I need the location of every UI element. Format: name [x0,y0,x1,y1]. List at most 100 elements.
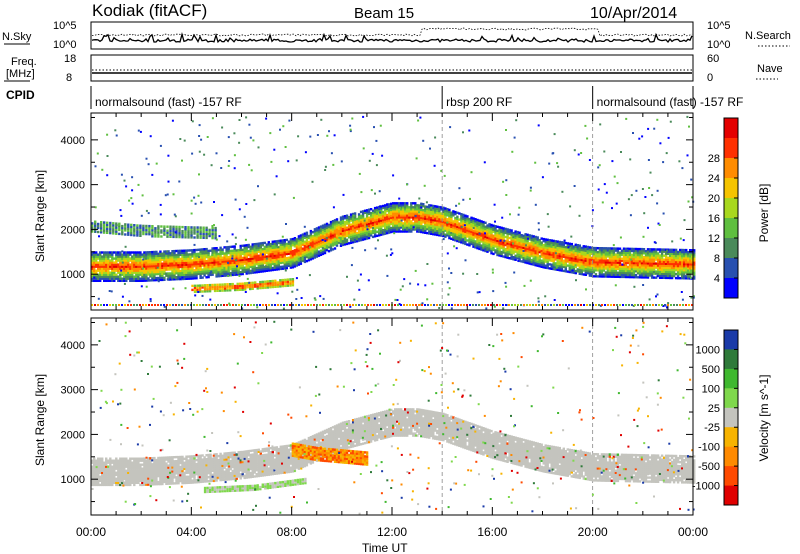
heatmap-cell [436,205,439,208]
heatmap-cell [197,272,200,276]
heatmap-cell [323,225,327,228]
heatmap-cell [255,256,258,260]
heatmap-cell [131,257,134,260]
heatmap-cell [309,258,313,261]
heatmap-cell [428,214,431,217]
heatmap-cell [496,253,499,257]
heatmap-cell [127,255,130,258]
heatmap-cell [436,221,439,224]
heatmap-cell [145,279,148,282]
heatmap-cell [345,234,349,237]
heatmap-cell [175,272,178,275]
heatmap-cell [386,219,389,223]
heatmap-cell [329,243,333,246]
heatmap-cell [386,213,389,217]
heatmap-cell [231,257,234,260]
heatmap-cell [216,283,219,286]
heatmap-cell [113,271,116,274]
heatmap-cell [199,252,202,255]
heatmap-cell [390,228,393,232]
heatmap-cell [323,223,327,226]
heatmap-cell [147,263,150,266]
heatmap-cell [183,259,186,262]
heatmap-cell [133,251,136,254]
heatmap-cell [174,276,177,279]
heatmap-cell [422,231,425,234]
heatmap-cell [404,214,407,217]
heatmap-cell [173,266,176,269]
heatmap-cell [328,130,330,133]
heatmap-cell [398,204,401,207]
heatmap-cell [396,226,399,229]
heatmap-cell [93,267,96,270]
heatmap-cell [350,264,353,267]
heatmap-cell [127,263,130,266]
heatmap-cell [404,208,407,211]
heatmap-cell [163,254,166,257]
heatmap-cell [502,247,505,250]
heatmap-cell [175,278,178,281]
heatmap-cell [157,260,160,264]
heatmap-cell [143,271,146,274]
heatmap-cell [153,252,156,256]
heatmap-cell [438,230,441,233]
heatmap-cell [361,218,365,221]
heatmap-cell [190,212,193,215]
heatmap-cell [253,255,256,258]
heatmap-cell [219,254,222,258]
heatmap-cell [227,260,230,263]
heatmap-cell [380,217,383,220]
heatmap-cell [420,204,423,207]
heatmap-cell [486,224,489,227]
heatmap-cell [347,242,351,245]
heatmap-cell [404,222,407,225]
heatmap-cell [392,222,395,225]
heatmap-cell [114,129,117,132]
heatmap-cell [428,226,431,229]
heatmap-cell [211,251,214,254]
heatmap-cell [514,244,517,247]
heatmap-cell [207,249,210,253]
heatmap-cell [357,235,361,238]
heatmap-cell [254,281,257,284]
heatmap-cell [488,243,491,246]
heatmap-cell [191,275,194,278]
heatmap-cell [363,235,367,239]
heatmap-cell [516,253,519,256]
heatmap-cell [215,269,218,272]
heatmap-cell [319,235,323,238]
heatmap-cell [586,268,589,271]
heatmap-cell [655,295,657,298]
heatmap-cell [482,224,485,228]
heatmap-cell [171,250,174,253]
heatmap-cell [516,239,519,242]
heatmap-cell [241,268,244,272]
heatmap-cell [165,268,168,271]
heatmap-cell [494,241,497,244]
heatmap-cell [311,251,315,254]
heatmap-cell [201,268,204,271]
heatmap-cell [464,232,467,235]
heatmap-cell [323,231,327,234]
heatmap-cell [267,259,270,262]
heatmap-cell [279,259,282,263]
heatmap-cell [339,242,343,245]
heatmap-cell [573,185,576,187]
heatmap-cell [197,266,200,270]
heatmap-cell [514,256,517,259]
heatmap-cell [107,257,110,260]
heatmap-cell [410,222,413,225]
heatmap-cell [211,117,214,120]
heatmap-cell [259,248,262,251]
heatmap-cell [319,225,323,228]
heatmap-cell [488,233,491,236]
heatmap-cell [426,221,429,225]
heatmap-cell [273,246,276,249]
heatmap-cell [351,212,355,216]
heatmap-cell [448,208,451,212]
heatmap-cell [410,214,413,217]
heatmap-cell [135,259,138,262]
heatmap-cell [106,133,109,136]
heatmap-cell [143,261,146,264]
heatmap-cell [111,259,114,262]
